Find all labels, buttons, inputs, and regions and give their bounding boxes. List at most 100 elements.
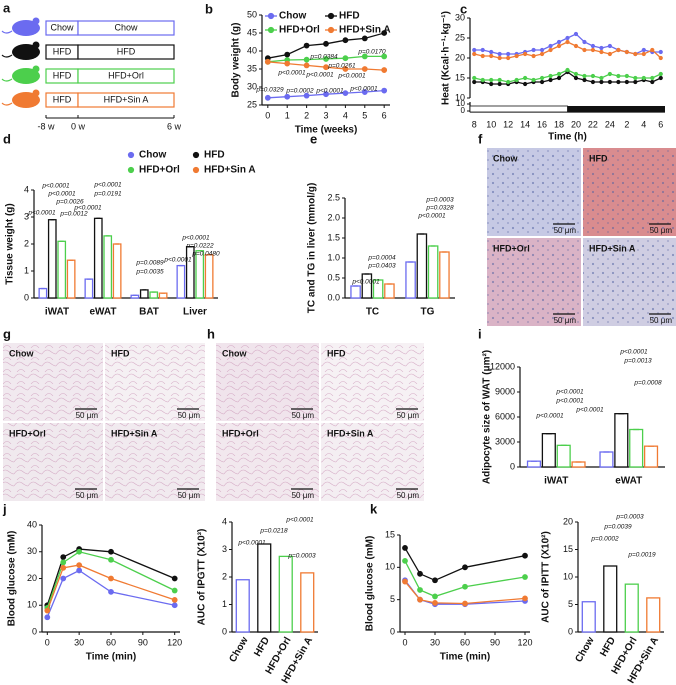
data-point (506, 55, 511, 61)
panel-label: k (370, 501, 378, 516)
x-tick-label: 60 (460, 637, 470, 647)
legend-label: HFD+Sin A (339, 25, 391, 36)
bar (204, 254, 214, 299)
bar (581, 601, 596, 633)
y-axis-title: Blood glucose (mM) (365, 536, 376, 632)
pre-diet-label: Chow (50, 22, 74, 32)
data-point (650, 47, 655, 53)
data-point (417, 596, 423, 603)
mouse-icon (12, 68, 40, 84)
y-axis-title: TC and TG in liver (mmol/g) (307, 183, 318, 314)
mouse-tail (1, 102, 13, 106)
data-point (624, 79, 629, 85)
data-point (342, 90, 349, 97)
p-value: p<0.0001 (93, 182, 122, 189)
data-point (497, 51, 502, 57)
data-point (590, 47, 596, 53)
p-value: p<0.0001 (73, 205, 102, 212)
y-tick-label: 0 (390, 626, 395, 636)
x-tick-label: Chow (227, 635, 250, 664)
bar (195, 250, 205, 299)
x-axis-title: Time (h) (548, 132, 587, 143)
light-phase (469, 105, 568, 113)
data-point (573, 71, 579, 77)
x-tick-label: eWAT (615, 476, 642, 487)
panel-label: a (3, 0, 11, 15)
tile-label: HFD (111, 348, 130, 358)
panel-label: b (205, 1, 213, 16)
x-tick-label: 90 (490, 637, 500, 647)
data-point (108, 575, 114, 582)
bar (149, 291, 159, 299)
data-point (108, 588, 114, 595)
panel-label: g (3, 326, 11, 341)
data-point (381, 87, 388, 94)
y-tick-label: 9000 (495, 386, 515, 396)
data-point (548, 47, 553, 53)
p-value: p=0.0218 (259, 528, 288, 535)
bar (278, 555, 293, 633)
bar (361, 273, 373, 299)
data-point (573, 43, 579, 49)
data-point (361, 35, 368, 42)
x-tick-label: 6 (658, 119, 663, 129)
x-tick-label: 1 (285, 110, 290, 120)
x-tick-label: 30 (74, 637, 84, 647)
data-point (472, 51, 477, 57)
diet-label: HFD (117, 46, 136, 56)
data-point (590, 73, 596, 79)
micrograph-texture (321, 343, 424, 421)
data-point (599, 45, 604, 51)
micrograph-texture (216, 423, 319, 501)
data-point (44, 607, 51, 614)
data-point (522, 595, 528, 602)
data-point (432, 600, 438, 606)
data-point (76, 567, 83, 574)
y-tick-label: 12000 (490, 361, 515, 371)
x-tick-label: 90 (138, 637, 148, 647)
x-tick-label: Liver (183, 307, 207, 318)
data-point (171, 587, 178, 594)
scale-label: 50 μm (292, 491, 315, 500)
p-value: p=0.0003 (615, 514, 644, 521)
data-point (556, 75, 562, 81)
x-tick-label: 24 (605, 119, 615, 129)
scale-label: 50 μm (554, 316, 577, 325)
p-value: p<0.0001 (555, 398, 584, 405)
micrograph-texture (321, 423, 424, 501)
bar (614, 413, 629, 468)
y-tick-label: 20 (563, 516, 573, 526)
data-point (599, 79, 604, 85)
legend-marker (127, 151, 135, 159)
p-value: p<0.0001 (351, 279, 380, 286)
data-point (658, 75, 663, 81)
bar (439, 251, 450, 299)
diet-box (77, 92, 175, 108)
x-axis-title: Time (weeks) (295, 125, 358, 136)
x-tick-label: 3 (323, 110, 328, 120)
x-tick-label: 120 (517, 637, 532, 647)
data-point (590, 79, 596, 85)
y-tick-label: 3 (222, 544, 227, 554)
data-point (565, 67, 570, 73)
data-point (342, 55, 349, 62)
tile-label: Chow (9, 348, 34, 358)
data-point (531, 53, 536, 59)
tile-label: HFD+Orl (9, 428, 46, 438)
bar (643, 445, 659, 468)
y-tick-label: 15 (385, 529, 395, 539)
data-point (108, 548, 114, 555)
x-tick-label: 2 (624, 119, 629, 129)
data-point (556, 39, 562, 45)
data-point (607, 71, 612, 77)
p-value: p<0.0001 (237, 540, 266, 547)
bar (646, 597, 661, 633)
data-point (523, 75, 528, 81)
x-tick-label: 14 (520, 119, 530, 129)
data-point (284, 93, 291, 100)
bar (158, 292, 168, 299)
data-point (506, 79, 511, 85)
p-value: p=0.0329 (255, 87, 284, 94)
data-point (531, 47, 536, 53)
